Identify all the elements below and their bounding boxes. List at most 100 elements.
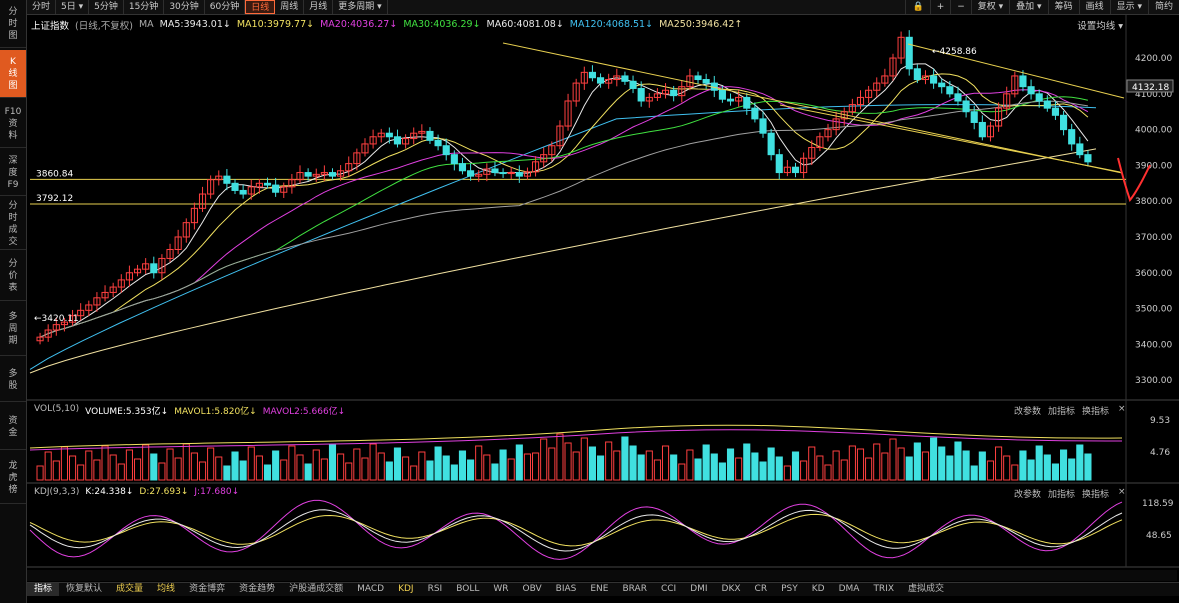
period-tab-8[interactable]: 月线 <box>304 0 334 14</box>
volume-bar <box>978 451 986 481</box>
nav-item-4[interactable]: 分时成交 <box>0 198 26 250</box>
indicator-tab-16[interactable]: CCI <box>660 584 677 594</box>
nav-item-0[interactable]: 分时图 <box>0 0 26 48</box>
volume-bar <box>101 445 109 481</box>
candle <box>36 336 44 342</box>
indicator-tab-13[interactable]: BIAS <box>555 584 577 594</box>
candle <box>475 173 483 177</box>
indicator-tab-4[interactable]: 资金博弈 <box>189 584 226 594</box>
indicator-tab-3[interactable]: 均线 <box>157 584 176 594</box>
indicator-tab-19[interactable]: CR <box>754 584 768 594</box>
toolbar-btn-3[interactable]: 复权 ▾ <box>970 0 1009 14</box>
nav-item-label: 价 <box>8 271 18 281</box>
toolbar-btn-4[interactable]: 叠加 ▾ <box>1009 0 1047 14</box>
candle <box>272 184 280 193</box>
indicator-tab-11[interactable]: WR <box>493 584 509 594</box>
candle <box>702 79 710 84</box>
volume-bar <box>142 444 150 481</box>
volume-bar <box>881 452 889 481</box>
kdj-k-line <box>29 509 1123 552</box>
candle <box>1011 75 1019 95</box>
nav-item-7[interactable]: 多股 <box>0 358 26 402</box>
toolbar-btn-8[interactable]: 简约 <box>1147 0 1179 14</box>
period-tab-1[interactable]: 5日 ▾ <box>56 0 90 14</box>
indicator-tab-21[interactable]: KD <box>811 584 825 594</box>
nav-item-5[interactable]: 分价表 <box>0 252 26 301</box>
nav-item-2[interactable]: F10 资料 <box>0 100 26 148</box>
kdj-k: K:24.338↓ <box>85 487 134 497</box>
nav-item-9[interactable]: 龙虎榜 <box>0 452 26 504</box>
toolbar-btn-2[interactable]: − <box>950 0 971 14</box>
toolbar-btn-7[interactable]: 显示 ▾ <box>1109 0 1148 14</box>
indicator-tab-24[interactable]: 虚拟成交 <box>908 584 945 594</box>
volume-bar <box>816 455 824 481</box>
period-tab-2[interactable]: 5分钟 <box>89 0 124 14</box>
kdj-header: KDJ(9,3,3) K:24.338↓ D:27.693↓ J:17.680↓ <box>34 487 239 497</box>
period-tab-9[interactable]: 更多周期 ▾ <box>333 0 388 14</box>
nav-item-3[interactable]: 深度 F9 <box>0 150 26 196</box>
candle <box>970 111 978 123</box>
candle <box>832 118 840 131</box>
indicator-tab-0[interactable]: 指标 <box>27 583 60 596</box>
indicator-tab-9[interactable]: RSI <box>427 584 443 594</box>
candle <box>718 89 726 100</box>
panel-btn-1[interactable]: 加指标 <box>1048 407 1076 417</box>
period-tab-6[interactable]: 日线 <box>245 0 276 14</box>
indicator-tab-23[interactable]: TRIX <box>873 584 895 594</box>
indicator-tab-6[interactable]: 沪股通成交额 <box>289 584 344 594</box>
indicator-tab-1[interactable]: 恢复默认 <box>66 584 103 594</box>
volume-bar <box>198 461 207 481</box>
ma20-line <box>39 86 1089 338</box>
panel-btn-0[interactable]: 改参数 <box>1014 407 1042 417</box>
period-tab-4[interactable]: 30分钟 <box>164 0 205 14</box>
indicator-tab-12[interactable]: OBV <box>522 584 542 594</box>
nav-item-label: 周 <box>8 324 18 334</box>
horizontal-scrollbar[interactable] <box>27 570 1177 581</box>
indicator-tab-14[interactable]: ENE <box>590 584 609 594</box>
nav-item-label: 料 <box>8 130 18 141</box>
indicator-tab-8[interactable]: KDJ <box>398 584 414 594</box>
toolbar-btn-0[interactable]: 🔒 <box>905 0 929 14</box>
panel-btn-2[interactable]: 换指标 <box>1082 490 1110 500</box>
volume-bar <box>393 447 402 481</box>
panel-btn-2[interactable]: 换指标 <box>1082 407 1110 417</box>
nav-item-label: 多 <box>8 368 18 379</box>
nav-item-label: 资 <box>8 118 18 129</box>
toolbar-btn-5[interactable]: 筹码 <box>1047 0 1079 14</box>
nav-item-8[interactable]: 资金 <box>0 404 26 450</box>
candle <box>150 263 158 274</box>
indicator-tab-18[interactable]: DKX <box>721 584 741 594</box>
indicator-tab-5[interactable]: 资金趋势 <box>239 584 276 594</box>
volume-bar <box>995 446 1003 481</box>
volume-bar <box>190 452 198 481</box>
candle <box>491 168 499 174</box>
mavol1-line <box>29 424 1123 449</box>
indicator-tab-15[interactable]: BRAR <box>622 584 647 594</box>
volume-bar <box>174 457 182 481</box>
set-ma-button[interactable]: 设置均线 ▾ <box>1077 21 1123 32</box>
panel-btn-3[interactable]: × <box>1118 404 1126 414</box>
volume-bar <box>150 453 158 481</box>
indicator-tab-2[interactable]: 成交量 <box>116 584 144 594</box>
volume-bar <box>272 450 280 481</box>
period-tab-3[interactable]: 15分钟 <box>124 0 165 14</box>
candle <box>515 172 523 177</box>
indicator-tab-20[interactable]: PSY <box>781 584 798 594</box>
panel-btn-3[interactable]: × <box>1118 487 1126 497</box>
indicator-tab-17[interactable]: DMI <box>690 584 708 594</box>
volume-bar <box>166 448 174 481</box>
indicator-tab-7[interactable]: MACD <box>357 584 385 594</box>
period-tab-7[interactable]: 周线 <box>275 0 305 14</box>
period-tab-5[interactable]: 60分钟 <box>205 0 246 14</box>
candle <box>735 96 743 102</box>
toolbar-btn-1[interactable]: + <box>929 0 951 14</box>
panel-btn-0[interactable]: 改参数 <box>1014 490 1042 500</box>
period-tab-0[interactable]: 分时 <box>27 0 57 14</box>
toolbar-btn-6[interactable]: 画线 <box>1078 0 1110 14</box>
nav-item-6[interactable]: 多周期 <box>0 303 26 356</box>
indicator-tab-10[interactable]: BOLL <box>456 584 480 594</box>
panel-btn-1[interactable]: 加指标 <box>1048 490 1076 500</box>
indicator-tab-22[interactable]: DMA <box>838 584 860 594</box>
